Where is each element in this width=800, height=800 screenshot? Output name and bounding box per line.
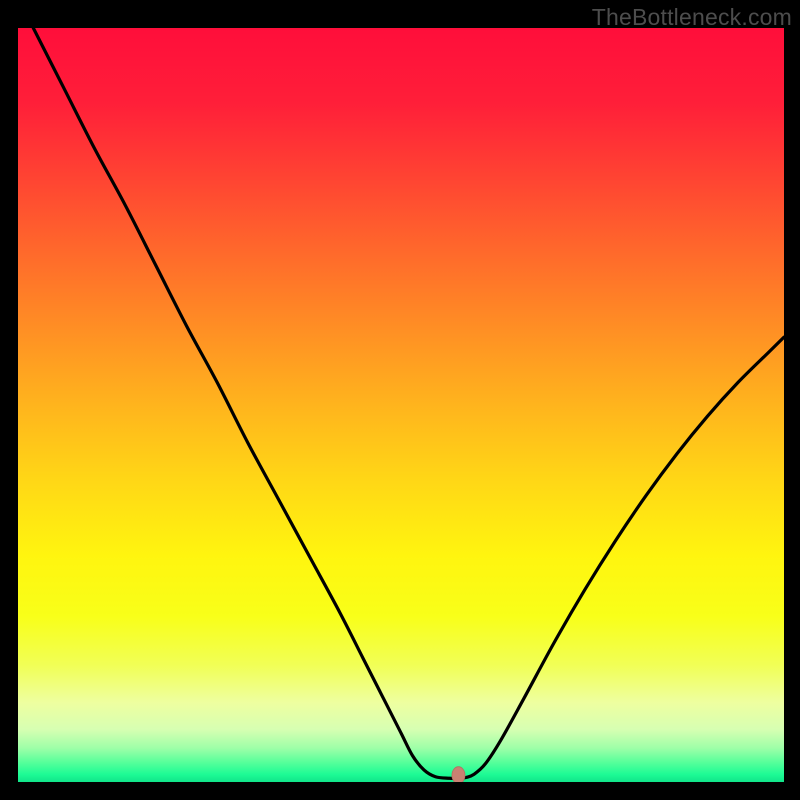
- plot-area: [18, 28, 784, 782]
- watermark-text: TheBottleneck.com: [592, 4, 792, 31]
- chart-frame: TheBottleneck.com: [0, 0, 800, 800]
- optimum-marker: [452, 767, 465, 782]
- plot-svg: [18, 28, 784, 782]
- gradient-background: [18, 28, 784, 782]
